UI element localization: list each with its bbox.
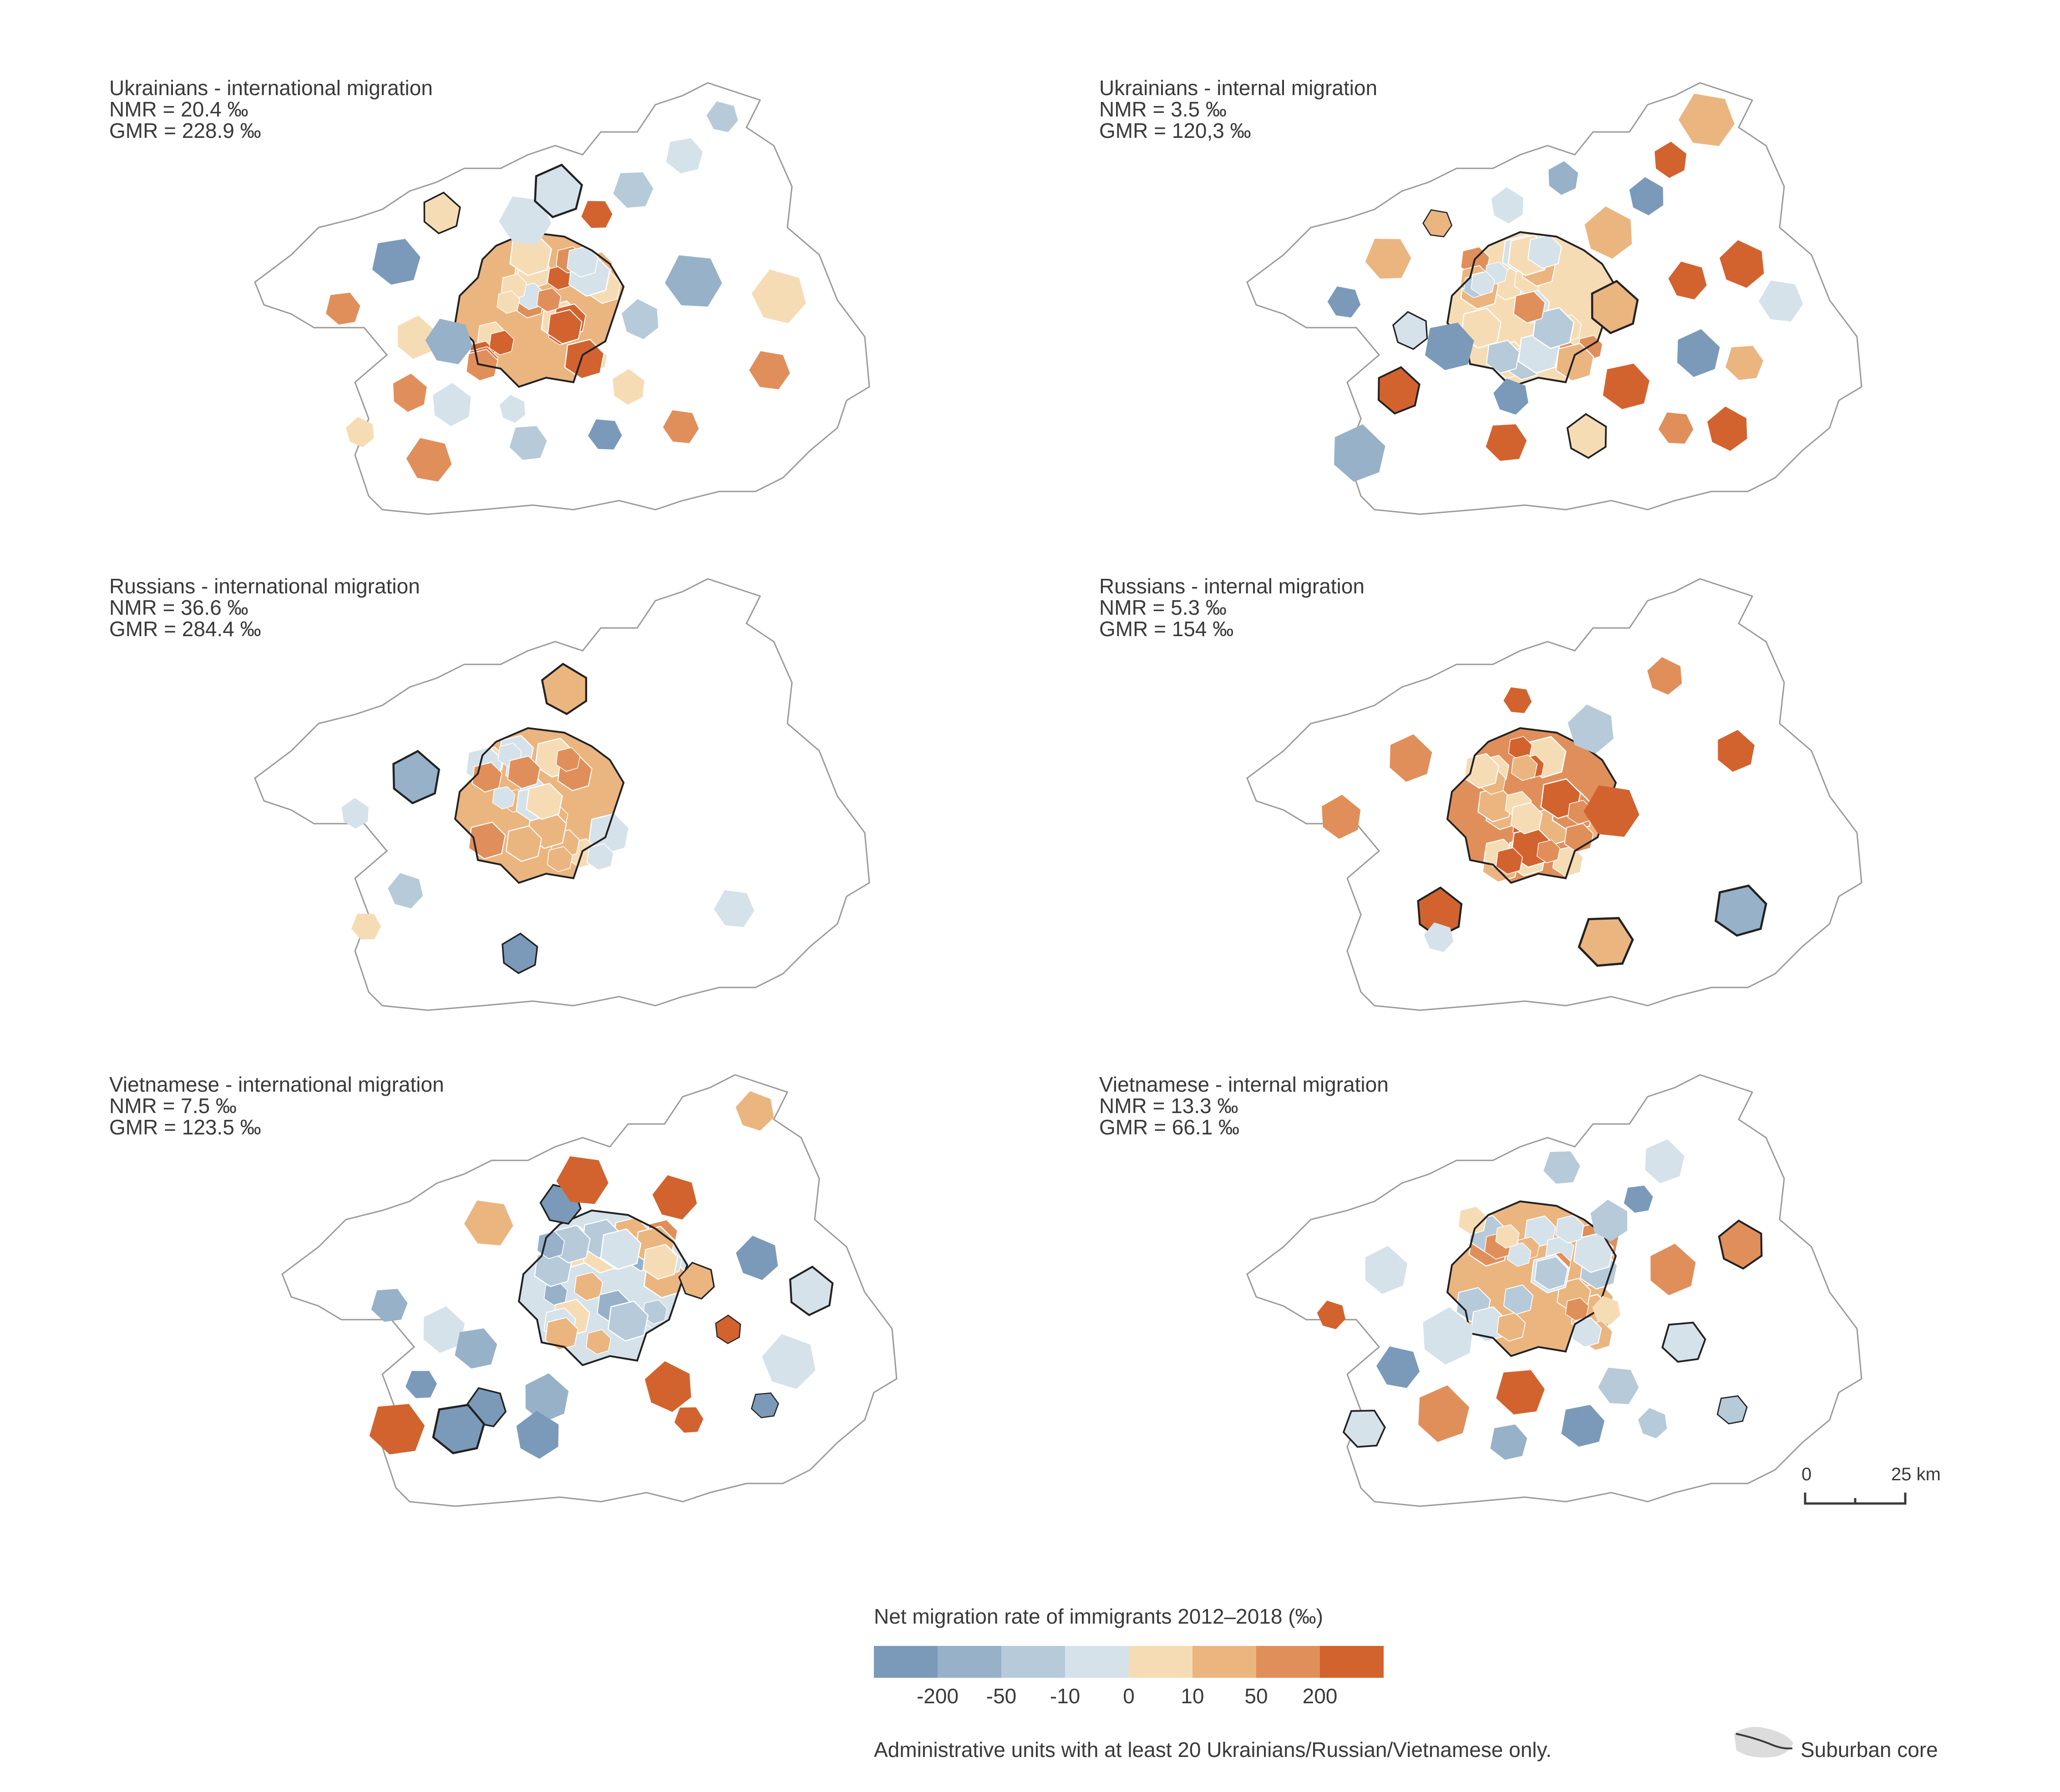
- panel-text-vie-intl: Vietnamese - international migration NMR…: [109, 1074, 444, 1138]
- legend-swatch: [1129, 1646, 1192, 1678]
- panel-nmr: NMR = 5.3 ‰: [1099, 596, 1227, 619]
- panel-title: Ukrainians - international migration: [109, 76, 433, 100]
- legend-swatch: [1256, 1646, 1320, 1678]
- legend-color-bar: [874, 1646, 1384, 1678]
- legend-tick-label: 200: [1302, 1684, 1338, 1708]
- legend-note: Administrative units with at least 20 Uk…: [874, 1738, 1552, 1762]
- legend-tick-label: -50: [986, 1684, 1017, 1708]
- panel-text-rus-int: Russians - internal migration NMR = 5.3 …: [1099, 576, 1365, 640]
- panel-title: Russians - international migration: [109, 574, 420, 598]
- panel-nmr: NMR = 13.3 ‰: [1099, 1094, 1238, 1118]
- panel-gmr: GMR = 228.9 ‰: [109, 119, 261, 142]
- map-panel-rus-intl: [254, 578, 870, 1011]
- panel-nmr: NMR = 36.6 ‰: [109, 596, 249, 619]
- legend-title: Net migration rate of immigrants 2012–20…: [874, 1605, 1323, 1628]
- panel-gmr: GMR = 120,3 ‰: [1099, 119, 1251, 142]
- panel-gmr: GMR = 66.1 ‰: [1099, 1115, 1240, 1139]
- panel-gmr: GMR = 284.4 ‰: [109, 617, 261, 641]
- panel-text-rus-intl: Russians - international migration NMR =…: [109, 576, 420, 640]
- map-panel-vie-intl: [281, 1074, 898, 1507]
- suburban-core-label: Suburban core: [1801, 1738, 1938, 1762]
- panel-gmr: GMR = 154 ‰: [1099, 617, 1234, 641]
- legend-swatch: [1320, 1646, 1384, 1678]
- scale-bar: [1804, 1493, 1907, 1505]
- panel-title: Vietnamese - internal migration: [1099, 1073, 1389, 1096]
- panel-nmr: NMR = 7.5 ‰: [109, 1094, 237, 1118]
- legend-tick-label: -10: [1050, 1684, 1081, 1708]
- panel-nmr: NMR = 3.5 ‰: [1099, 97, 1227, 121]
- suburban-core: [1446, 231, 1617, 388]
- map-panel-rus-int: [1246, 578, 1862, 1011]
- legend-swatch: [874, 1646, 938, 1678]
- panel-gmr: GMR = 123.5 ‰: [109, 1115, 261, 1139]
- map-panel-ukr-intl: [254, 82, 870, 515]
- legend-swatch: [1065, 1646, 1129, 1678]
- panel-text-vie-int: Vietnamese - internal migration NMR = 13…: [1099, 1074, 1389, 1138]
- legend-swatch: [938, 1646, 1001, 1678]
- legend-tick-label: 10: [1181, 1684, 1204, 1708]
- panel-title: Russians - internal migration: [1099, 574, 1365, 598]
- map-panel-vie-int: [1246, 1074, 1862, 1507]
- suburban-core-icon: [1734, 1726, 1793, 1758]
- panel-title: Vietnamese - international migration: [109, 1073, 444, 1096]
- panel-nmr: NMR = 20.4 ‰: [109, 97, 249, 121]
- legend-tick-label: 50: [1244, 1684, 1268, 1708]
- scale-end-label: 25 km: [1891, 1464, 1941, 1484]
- map-panel-ukr-int: [1246, 82, 1862, 515]
- legend-swatch: [1192, 1646, 1256, 1678]
- panel-text-ukr-int: Ukrainians - internal migration NMR = 3.…: [1099, 77, 1377, 142]
- scale-start-label: 0: [1801, 1464, 1812, 1484]
- legend-tick-label: -200: [916, 1684, 959, 1708]
- legend-swatch: [1001, 1646, 1065, 1678]
- panel-text-ukr-intl: Ukrainians - international migration NMR…: [109, 77, 433, 142]
- panel-title: Ukrainians - internal migration: [1099, 76, 1378, 100]
- legend-tick-label: 0: [1123, 1684, 1135, 1708]
